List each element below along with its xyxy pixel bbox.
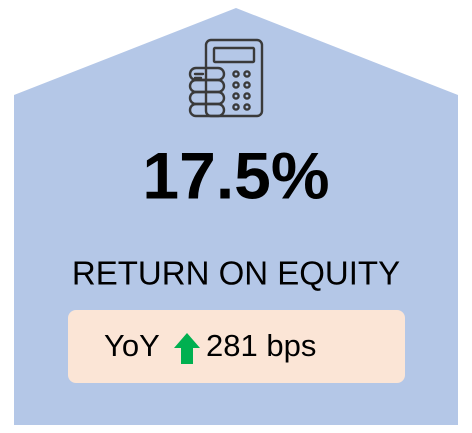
change-badge xyxy=(68,310,405,383)
calculator-coins-icon xyxy=(188,38,264,118)
change-value: 281 bps xyxy=(206,328,316,363)
kpi-label: RETURN ON EQUITY xyxy=(72,255,400,292)
change-prefix: YoY xyxy=(104,328,160,363)
kpi-value: 17.5% xyxy=(142,138,329,212)
up-arrow xyxy=(174,333,200,364)
